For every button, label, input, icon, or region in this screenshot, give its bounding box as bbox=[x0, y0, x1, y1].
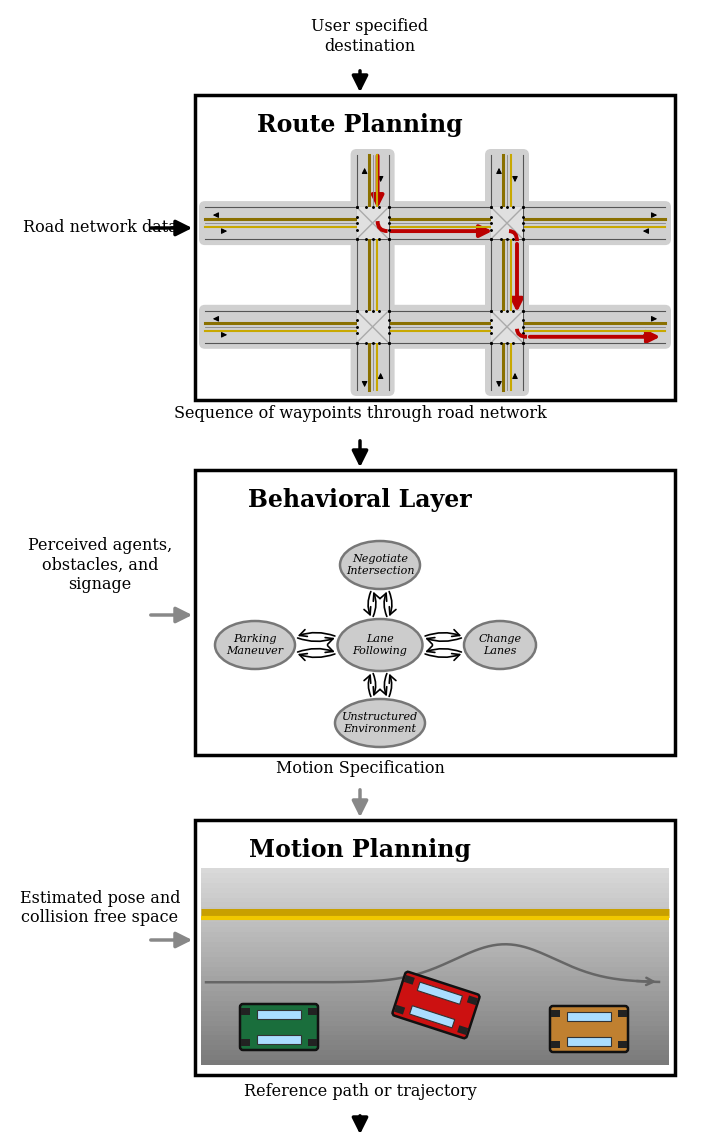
Ellipse shape bbox=[340, 541, 420, 589]
FancyBboxPatch shape bbox=[392, 972, 480, 1038]
Text: Negotiate
Intersection: Negotiate Intersection bbox=[346, 554, 414, 576]
Text: Behavioral Layer: Behavioral Layer bbox=[248, 488, 472, 512]
Bar bbox=[491, 207, 523, 239]
Bar bbox=[201, 957, 669, 962]
Bar bbox=[201, 868, 669, 872]
Ellipse shape bbox=[338, 619, 423, 671]
Bar bbox=[201, 1040, 669, 1045]
Bar bbox=[201, 1051, 669, 1055]
Bar bbox=[356, 311, 389, 343]
Text: Route Planning: Route Planning bbox=[257, 113, 463, 137]
Bar bbox=[201, 996, 669, 1002]
Bar bbox=[618, 1010, 627, 1016]
Bar bbox=[201, 872, 669, 878]
Text: Change
Lanes: Change Lanes bbox=[478, 634, 521, 656]
Bar bbox=[618, 1042, 627, 1048]
Bar bbox=[201, 951, 669, 957]
Bar bbox=[241, 1039, 251, 1046]
Ellipse shape bbox=[464, 621, 536, 669]
Bar bbox=[201, 887, 669, 893]
Bar bbox=[418, 982, 462, 1004]
Bar bbox=[201, 1055, 669, 1060]
Bar bbox=[201, 883, 669, 887]
Bar bbox=[201, 942, 669, 947]
Bar bbox=[201, 947, 669, 951]
Text: Parking
Maneuver: Parking Maneuver bbox=[226, 634, 284, 656]
Bar bbox=[201, 912, 669, 917]
Bar bbox=[195, 820, 675, 1075]
Bar bbox=[201, 962, 669, 966]
Text: Motion Planning: Motion Planning bbox=[249, 838, 471, 862]
FancyBboxPatch shape bbox=[199, 305, 671, 348]
Bar bbox=[201, 1060, 669, 1065]
FancyBboxPatch shape bbox=[485, 148, 529, 396]
Bar bbox=[201, 1011, 669, 1015]
Bar bbox=[201, 1045, 669, 1051]
Bar bbox=[410, 1006, 455, 1028]
Bar bbox=[201, 1021, 669, 1026]
Text: Road network data: Road network data bbox=[22, 219, 177, 236]
Bar bbox=[457, 1026, 468, 1035]
Bar bbox=[241, 1007, 251, 1015]
Bar bbox=[201, 981, 669, 987]
Bar bbox=[201, 987, 669, 991]
Bar bbox=[356, 207, 389, 239]
Bar bbox=[201, 1015, 669, 1021]
Bar bbox=[201, 1030, 669, 1036]
Bar bbox=[201, 972, 669, 976]
Text: Lane
Following: Lane Following bbox=[353, 634, 408, 656]
Text: User specified
destination: User specified destination bbox=[312, 18, 428, 55]
Text: Motion Specification: Motion Specification bbox=[276, 759, 444, 777]
Text: Estimated pose and
collision free space: Estimated pose and collision free space bbox=[19, 890, 180, 926]
Bar bbox=[201, 927, 669, 932]
Bar bbox=[201, 902, 669, 908]
Bar bbox=[201, 966, 669, 972]
Bar bbox=[201, 991, 669, 996]
Bar bbox=[307, 1039, 317, 1046]
Bar bbox=[567, 1037, 611, 1046]
Ellipse shape bbox=[335, 699, 425, 747]
Bar bbox=[201, 893, 669, 898]
Bar bbox=[551, 1010, 560, 1016]
FancyBboxPatch shape bbox=[240, 1004, 318, 1049]
Bar bbox=[257, 1035, 301, 1044]
Bar bbox=[201, 1026, 669, 1030]
Bar bbox=[195, 95, 675, 400]
Bar bbox=[201, 908, 669, 912]
Bar bbox=[201, 923, 669, 927]
FancyBboxPatch shape bbox=[351, 148, 395, 396]
FancyBboxPatch shape bbox=[199, 201, 671, 246]
Bar bbox=[201, 1002, 669, 1006]
Bar bbox=[201, 1036, 669, 1040]
Bar bbox=[201, 917, 669, 923]
Text: Reference path or trajectory: Reference path or trajectory bbox=[243, 1083, 477, 1100]
Text: Sequence of waypoints through road network: Sequence of waypoints through road netwo… bbox=[174, 405, 546, 423]
Bar bbox=[201, 976, 669, 981]
Bar bbox=[201, 878, 669, 883]
Bar bbox=[307, 1007, 317, 1015]
Text: Unstructured
Environment: Unstructured Environment bbox=[342, 713, 418, 734]
Bar bbox=[551, 1042, 560, 1048]
Bar bbox=[201, 932, 669, 936]
Bar bbox=[491, 311, 523, 343]
Bar bbox=[201, 898, 669, 902]
Bar bbox=[394, 1005, 405, 1014]
Bar bbox=[201, 1006, 669, 1011]
Ellipse shape bbox=[215, 621, 295, 669]
Text: Perceived agents,
obstacles, and
signage: Perceived agents, obstacles, and signage bbox=[28, 537, 172, 593]
Bar bbox=[257, 1011, 301, 1019]
Bar bbox=[467, 996, 478, 1005]
Bar bbox=[201, 936, 669, 942]
Bar bbox=[195, 471, 675, 755]
Bar bbox=[567, 1012, 611, 1021]
Bar bbox=[404, 975, 415, 984]
FancyBboxPatch shape bbox=[550, 1006, 628, 1052]
